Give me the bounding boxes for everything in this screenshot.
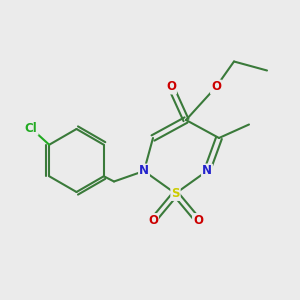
Text: O: O [193,214,203,227]
Text: S: S [171,187,180,200]
Text: N: N [202,164,212,178]
Text: Cl: Cl [25,122,38,135]
Text: O: O [211,80,221,94]
Text: O: O [148,214,158,227]
Text: N: N [139,164,149,178]
Text: O: O [166,80,176,94]
